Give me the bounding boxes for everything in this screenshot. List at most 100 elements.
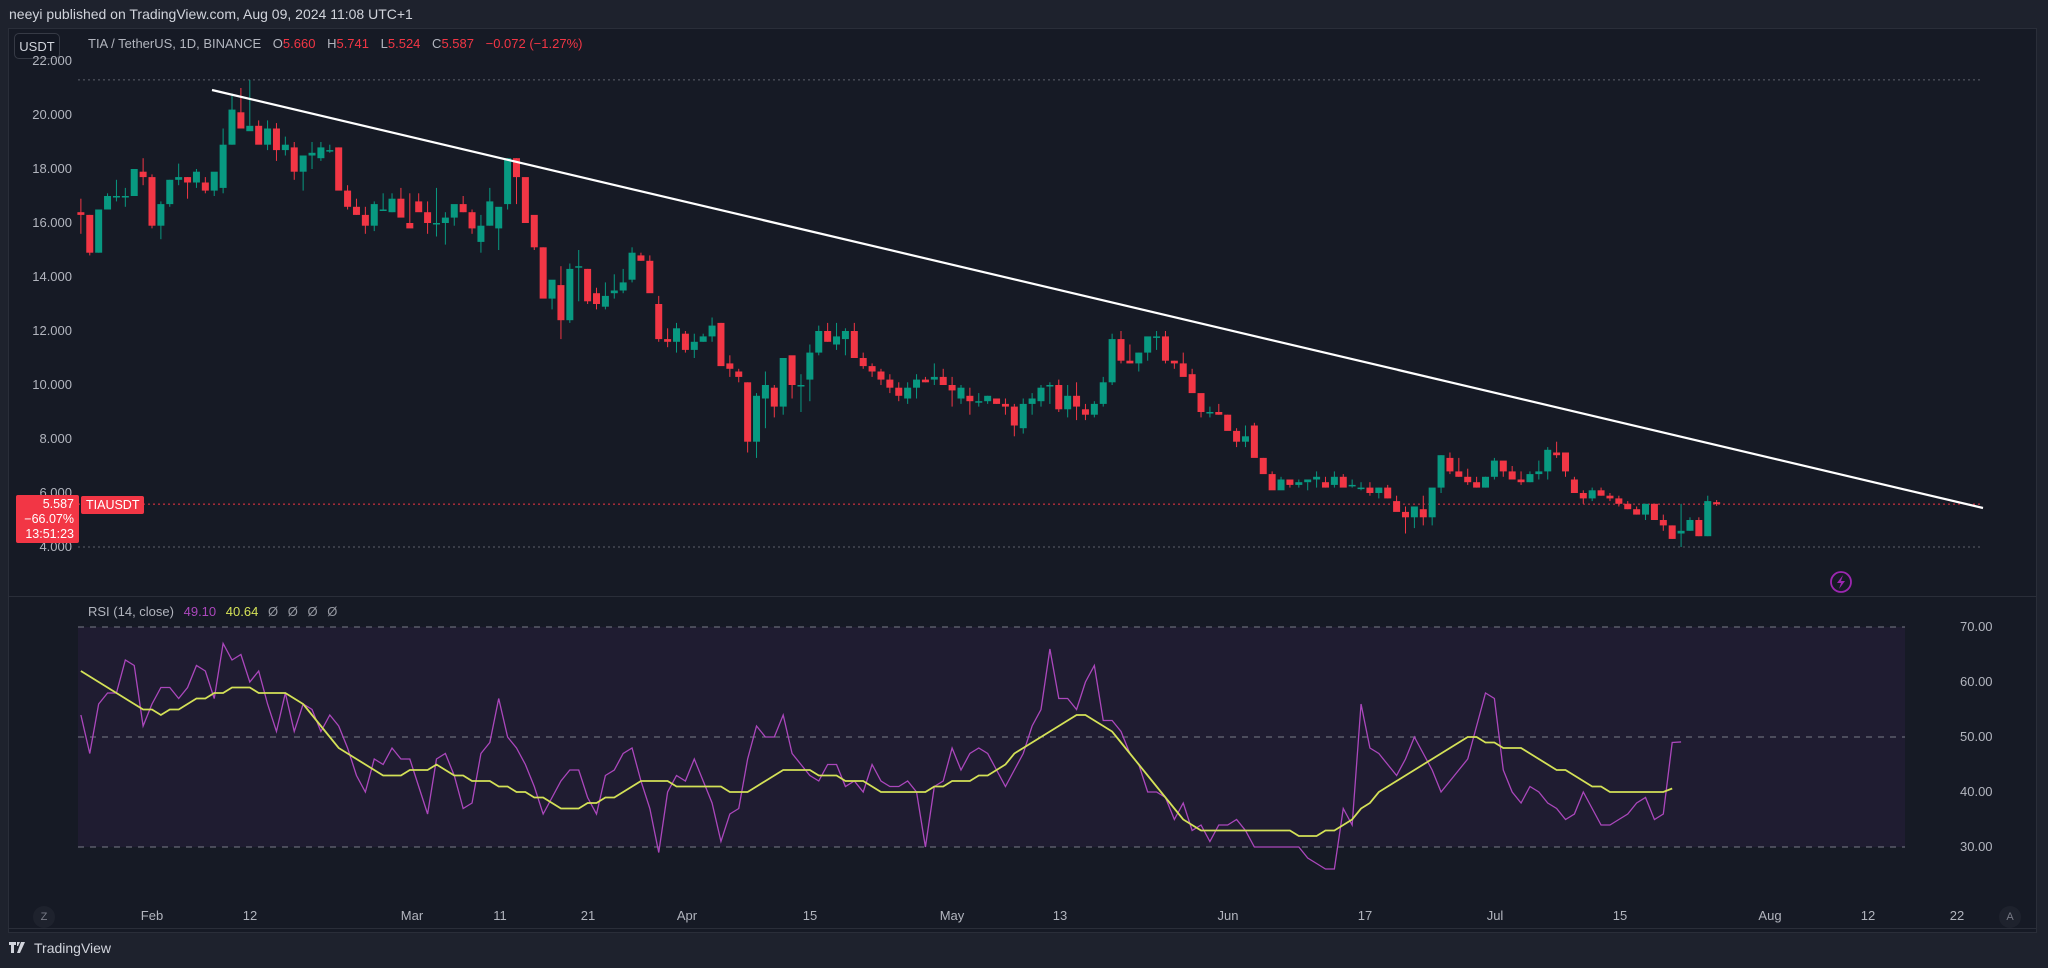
candle-body (575, 266, 583, 268)
candle-body (1250, 425, 1258, 458)
open-label: O (272, 36, 283, 51)
candle-body (779, 358, 787, 407)
candle-body (1259, 457, 1267, 475)
candle-body (326, 150, 334, 152)
candle-body (601, 295, 609, 307)
candle-body (299, 155, 307, 172)
candle-body (1473, 482, 1481, 488)
candle-body (521, 177, 529, 223)
candle-body (86, 214, 94, 253)
candle-body (1375, 487, 1383, 493)
time-tick-label: Mar (400, 908, 424, 923)
high-label: H (327, 36, 337, 51)
candle-body (432, 223, 440, 225)
candle-body (628, 252, 636, 280)
candle-body (1339, 476, 1347, 488)
candle-body (1357, 487, 1365, 490)
price-tick-label: 16.000 (32, 215, 72, 230)
close-value: 5.587 (441, 36, 474, 51)
candle-body (1019, 403, 1027, 429)
candle-body (1188, 374, 1196, 394)
price-tick-label: 18.000 (32, 161, 72, 176)
null-value: Ø (307, 604, 318, 619)
time-tick-label: 17 (1357, 908, 1373, 923)
candle-body (1073, 395, 1081, 407)
candle-body (904, 387, 912, 399)
candle-body (1553, 452, 1561, 456)
candle-body (1535, 471, 1543, 475)
change-value: −0.072 (−1.27%) (485, 36, 583, 51)
candle-body (895, 387, 903, 396)
candle-body (566, 268, 574, 321)
time-tick-label: Feb (140, 908, 164, 923)
price-tick-label: 12.000 (32, 323, 72, 338)
candle-body (1517, 479, 1525, 483)
candle-body (486, 201, 494, 226)
candle-body (815, 331, 823, 353)
candle-body (1321, 482, 1329, 488)
bar-countdown: 13:51:23 (25, 527, 74, 541)
tradingview-logo-icon (9, 942, 25, 953)
low-label: L (380, 36, 388, 51)
null-value: Ø (267, 604, 279, 619)
candle-body (1686, 520, 1694, 531)
candle-body (1099, 382, 1107, 404)
rsi-value: 49.10 (183, 604, 217, 619)
time-tick-label: Jul (1486, 908, 1504, 923)
candle-body (272, 128, 280, 151)
candle-body (1081, 409, 1089, 415)
currency-button[interactable]: USDT (14, 33, 60, 59)
candle-body (1562, 452, 1570, 472)
zoom-reset-button[interactable]: Z (33, 906, 55, 928)
candle-body (121, 196, 129, 198)
candle-body (1428, 487, 1436, 518)
candle-body (1606, 495, 1614, 499)
candle-body (290, 147, 298, 172)
lightning-icon[interactable] (1830, 571, 1852, 593)
candle-body (673, 328, 681, 342)
candle-body (1446, 457, 1454, 472)
candle-body (1224, 414, 1232, 431)
rsi-tick-label: 40.00 (1960, 784, 1993, 799)
candle-body (1437, 455, 1445, 488)
candle-body (1215, 412, 1223, 415)
candle-body (95, 209, 103, 253)
time-tick-label: 11 (493, 908, 507, 923)
candle-body (1161, 336, 1169, 361)
candle-body (939, 376, 947, 385)
candle-body (1579, 493, 1587, 499)
candle-body (850, 331, 858, 358)
candle-body (352, 206, 360, 215)
candle-body (1206, 412, 1214, 414)
pane-separator[interactable] (8, 596, 2037, 597)
candle-body (441, 217, 449, 223)
candle-body (1108, 339, 1116, 383)
candle-body (1642, 503, 1650, 515)
candle-body (1304, 479, 1312, 483)
candle-body (664, 339, 672, 342)
candle-body (1588, 490, 1596, 499)
candle-body (504, 158, 512, 205)
price-tick-label: 22.000 (32, 53, 72, 68)
close-label: C (432, 36, 442, 51)
rsi-tick-label: 70.00 (1960, 619, 1993, 634)
candle-body (1135, 352, 1143, 364)
candle-body (1268, 474, 1276, 491)
auto-scale-button[interactable]: A (1999, 906, 2021, 928)
candle-body (317, 147, 325, 159)
candle-body (450, 204, 458, 218)
null-value: Ø (287, 604, 298, 619)
candle-body (1401, 511, 1409, 518)
candle-body (495, 206, 503, 229)
symbol-legend: TIA / TetherUS, 1D, BINANCE O5.660 H5.74… (88, 36, 582, 51)
candle-body (255, 125, 263, 145)
candle-body (868, 366, 876, 372)
candle-body (1615, 498, 1623, 504)
candle-body (806, 352, 814, 380)
candle-body (530, 214, 538, 248)
candle-body (1001, 403, 1009, 407)
candle-body (477, 225, 485, 242)
candle-body (148, 177, 156, 226)
candle-body (1144, 336, 1152, 353)
